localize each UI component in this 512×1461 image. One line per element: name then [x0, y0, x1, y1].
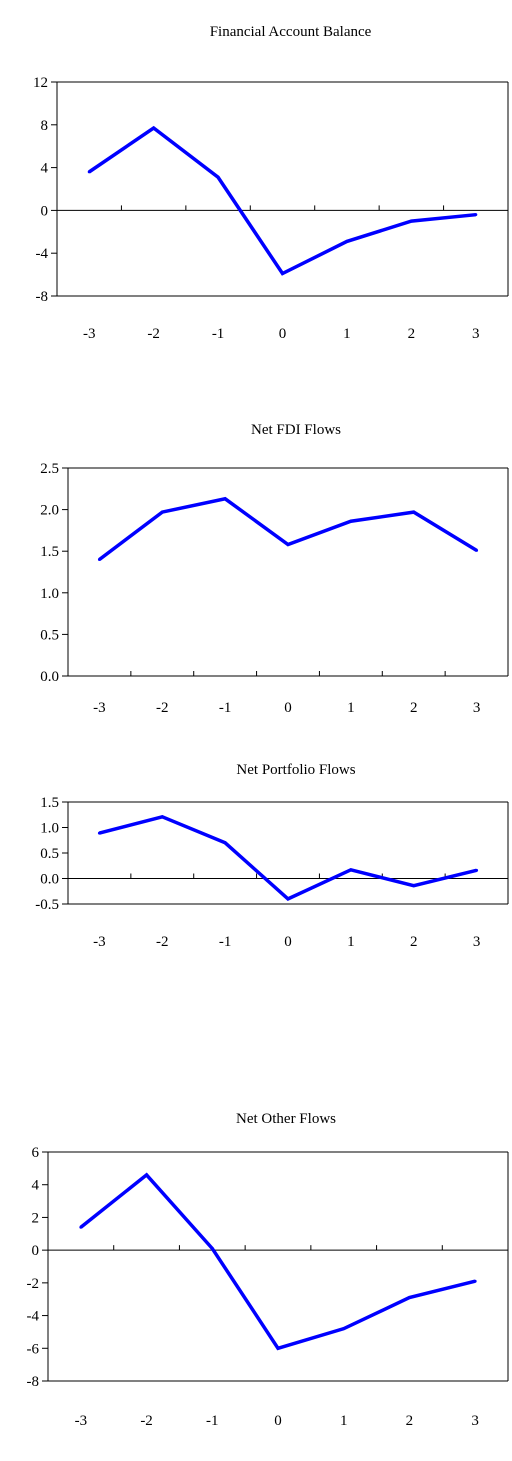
data-point — [474, 213, 478, 217]
chart-panel-2: Net FDI Flows 2.5 2.0 1.5 1.0 0.5 0.0 -3 -2 -1 0 1 2… — [40, 422, 509, 716]
x-tick-label: -2 — [140, 1413, 153, 1429]
data-point — [145, 1173, 149, 1177]
x-tick-label: 3 — [473, 700, 481, 716]
x-tick-label: -3 — [75, 1413, 88, 1429]
y-tick-label: 4 — [41, 161, 49, 177]
data-point — [79, 1225, 83, 1229]
x-tick-label: -3 — [93, 934, 106, 950]
y-tick-label: 0.0 — [40, 872, 59, 888]
x-tick-label: -1 — [212, 326, 225, 342]
data-point — [87, 170, 91, 174]
chart-title: Net FDI Flows — [251, 422, 341, 438]
series-line — [98, 814, 477, 901]
data-point — [342, 1327, 346, 1331]
x-tick-label: -2 — [156, 700, 169, 716]
data-point — [345, 239, 349, 243]
series-line — [88, 125, 476, 276]
data-point — [409, 219, 413, 223]
chart-panel-3: Net Portfolio Flows 1.5 1.0 0.5 0.0 -0.5 -3 -2 -… — [35, 762, 509, 950]
y-tick-label: 0.5 — [40, 846, 59, 862]
x-tick-label: 3 — [471, 1413, 479, 1429]
y-tick-label: 1.0 — [40, 821, 59, 837]
data-point — [210, 1247, 214, 1251]
x-tick-label: 1 — [343, 326, 351, 342]
x-tick-label: 1 — [347, 934, 355, 950]
y-tick-label: 6 — [32, 1145, 40, 1161]
data-point — [412, 510, 416, 514]
y-tick-label: -8 — [27, 1374, 40, 1390]
chart-title: Net Portfolio Flows — [236, 762, 355, 778]
data-point — [97, 558, 101, 562]
y-tick-label: -8 — [36, 289, 49, 305]
x-tick-label: 1 — [347, 700, 355, 716]
data-point — [475, 548, 479, 552]
x-tick-label: 3 — [473, 934, 481, 950]
x-tick-label: 1 — [340, 1413, 348, 1429]
data-point — [97, 831, 101, 835]
y-tick-label: 2 — [32, 1210, 40, 1226]
y-tick-label: 0 — [41, 203, 49, 219]
series-line — [79, 1172, 476, 1351]
data-point — [475, 868, 479, 872]
data-point — [216, 175, 220, 179]
y-tick-label: 2.0 — [40, 503, 59, 519]
y-tick-label: 1.5 — [40, 795, 59, 811]
y-tick-label: -4 — [27, 1309, 40, 1325]
chart-panel-4: Net Other Flows 6 4 2 0 -2 -4 -6 -8 -3 -2 -1 0 1 2 3 — [27, 1111, 509, 1429]
chart-title: Net Other Flows — [236, 1111, 336, 1127]
data-point — [286, 543, 290, 547]
x-tick-label: 2 — [410, 700, 418, 716]
data-point — [223, 841, 227, 845]
x-tick-label: 0 — [274, 1413, 282, 1429]
x-tick-label: -1 — [219, 934, 232, 950]
x-tick-label: -2 — [147, 326, 160, 342]
data-point — [286, 897, 290, 901]
data-point — [160, 815, 164, 819]
x-tick-label: -1 — [219, 700, 232, 716]
data-point — [349, 519, 353, 523]
x-tick-label: -2 — [156, 934, 169, 950]
x-tick-label: -1 — [206, 1413, 219, 1429]
y-tick-label: 0.0 — [40, 669, 59, 685]
y-tick-label: 1.5 — [40, 544, 59, 560]
x-tick-label: 2 — [408, 326, 416, 342]
y-tick-label: 4 — [32, 1178, 40, 1194]
y-tick-label: 1.0 — [40, 586, 59, 602]
y-tick-label: 2.5 — [40, 461, 59, 477]
y-tick-label: 0.5 — [40, 627, 59, 643]
y-tick-label: 12 — [33, 75, 48, 91]
series-line — [98, 496, 478, 561]
y-tick-label: -2 — [27, 1276, 40, 1292]
chart-title: Financial Account Balance — [210, 24, 372, 40]
data-point — [349, 868, 353, 872]
data-point — [412, 884, 416, 888]
x-tick-label: 0 — [279, 326, 287, 342]
x-tick-label: 2 — [410, 934, 418, 950]
data-point — [473, 1279, 477, 1283]
x-tick-label: -3 — [93, 700, 106, 716]
x-tick-label: 0 — [284, 934, 292, 950]
y-tick-label: 0 — [32, 1243, 40, 1259]
data-point — [407, 1296, 411, 1300]
y-tick-label: -4 — [36, 246, 49, 262]
data-point — [276, 1346, 280, 1350]
data-point — [160, 510, 164, 514]
y-tick-label: -6 — [27, 1341, 40, 1357]
x-tick-label: 2 — [406, 1413, 414, 1429]
y-tick-label: -0.5 — [35, 897, 59, 913]
x-tick-label: -3 — [83, 326, 96, 342]
x-tick-label: 0 — [284, 700, 292, 716]
data-point — [152, 126, 156, 130]
x-tick-label: 3 — [472, 326, 480, 342]
y-tick-label: 8 — [41, 118, 49, 134]
data-point — [223, 497, 227, 501]
data-point — [281, 272, 284, 276]
